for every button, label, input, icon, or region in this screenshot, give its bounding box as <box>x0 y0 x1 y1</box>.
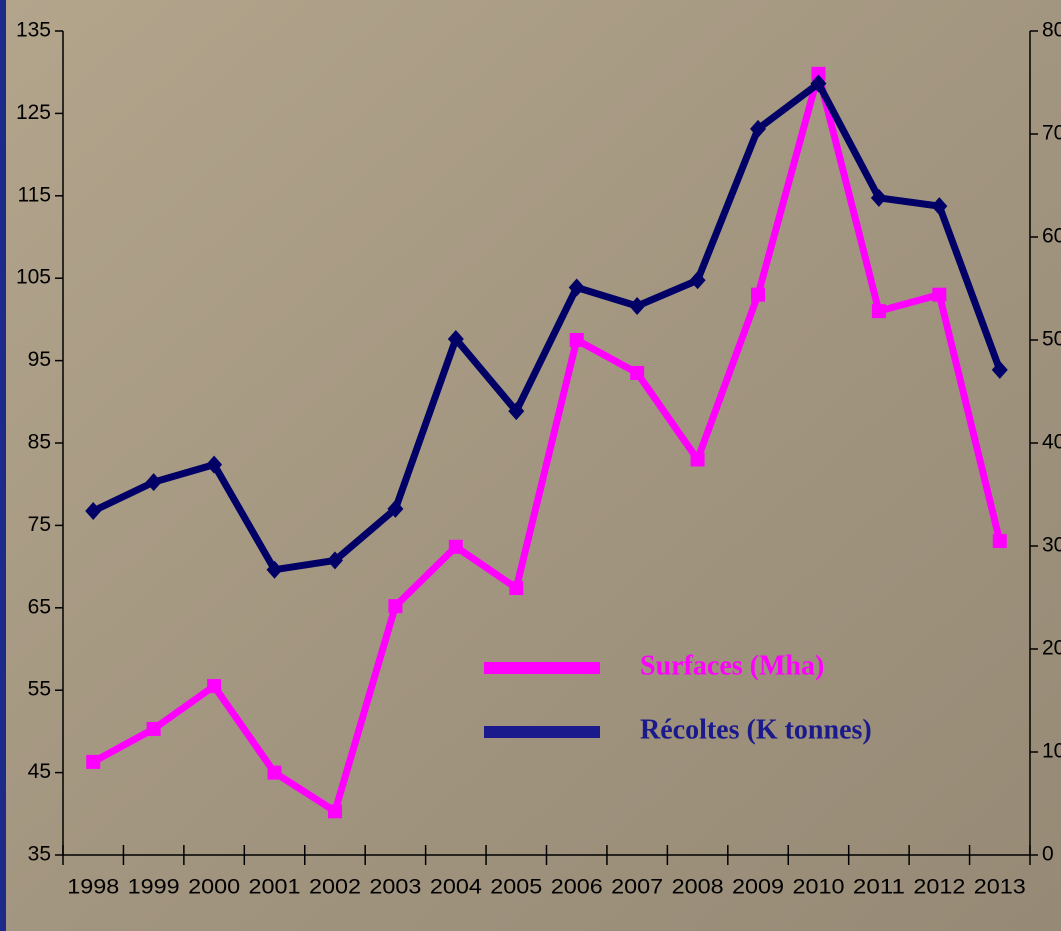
x-tick-label: 2009 <box>732 876 784 899</box>
y-tick-label: 125 <box>16 101 51 124</box>
y2-tick-label: 60 <box>1042 225 1061 248</box>
y2-tick-label: 10 <box>1042 740 1061 763</box>
y-tick-label: 105 <box>16 266 51 289</box>
point-marker <box>207 679 221 693</box>
chart: 35 45 55 65 75 85 95 105 115 125 135 0 10 20 30 40 50 60 7… <box>0 0 1061 931</box>
point-marker <box>147 722 161 736</box>
y-tick-label: 35 <box>28 843 51 866</box>
point-marker <box>268 766 282 780</box>
y2-tick-label: 20 <box>1042 637 1061 660</box>
point-marker <box>328 804 342 818</box>
y2-tick-label: 0 <box>1042 843 1054 866</box>
x-tick-label: 2006 <box>551 876 603 899</box>
x-tick-label: 2007 <box>611 876 663 899</box>
point-marker <box>449 540 463 554</box>
background <box>6 0 1061 931</box>
x-tick-label: 2000 <box>188 876 240 899</box>
y2-tick-label: 50 <box>1042 328 1061 351</box>
x-tick-label: 2011 <box>853 876 905 899</box>
point-marker <box>691 452 705 466</box>
x-tick-label: 2004 <box>430 876 482 899</box>
y-tick-label: 55 <box>28 678 51 701</box>
x-tick-label: 2013 <box>974 876 1026 899</box>
y-tick-label: 75 <box>28 513 51 536</box>
y-tick-label: 95 <box>28 348 51 371</box>
point-marker <box>872 304 886 318</box>
y-tick-label: 45 <box>28 760 51 783</box>
y-tick-label: 85 <box>28 431 51 454</box>
x-tick-label: 2008 <box>672 876 724 899</box>
x-tick-label: 2001 <box>249 876 301 899</box>
legend-label: Surfaces (Mha) <box>640 650 824 681</box>
point-marker <box>570 333 584 347</box>
point-marker <box>751 288 765 302</box>
x-tick-label: 1998 <box>67 876 119 899</box>
y-tick-label: 65 <box>28 595 51 618</box>
legend-label: Récoltes (K tonnes) <box>640 714 872 745</box>
y-tick-label: 115 <box>18 183 51 206</box>
page: {"chart_data": {"type": "line", "categor… <box>0 0 1061 931</box>
y2-tick-label: 70 <box>1042 122 1061 145</box>
point-marker <box>630 366 644 380</box>
y2-tick-label: 80 <box>1042 19 1061 42</box>
y2-tick-label: 30 <box>1042 534 1061 557</box>
point-marker <box>509 581 523 595</box>
x-tick-label: 2010 <box>792 876 844 899</box>
y-tick-label: 135 <box>16 19 51 42</box>
point-marker <box>932 288 946 302</box>
point-marker <box>86 755 100 769</box>
point-marker <box>388 599 402 613</box>
x-tick-label: 1999 <box>128 876 180 899</box>
x-tick-label: 2003 <box>369 876 421 899</box>
y2-tick-label: 40 <box>1042 431 1061 454</box>
point-marker <box>993 534 1007 548</box>
x-tick-label: 2002 <box>309 876 361 899</box>
x-tick-label: 2012 <box>913 876 965 899</box>
x-tick-label: 2005 <box>490 876 542 899</box>
